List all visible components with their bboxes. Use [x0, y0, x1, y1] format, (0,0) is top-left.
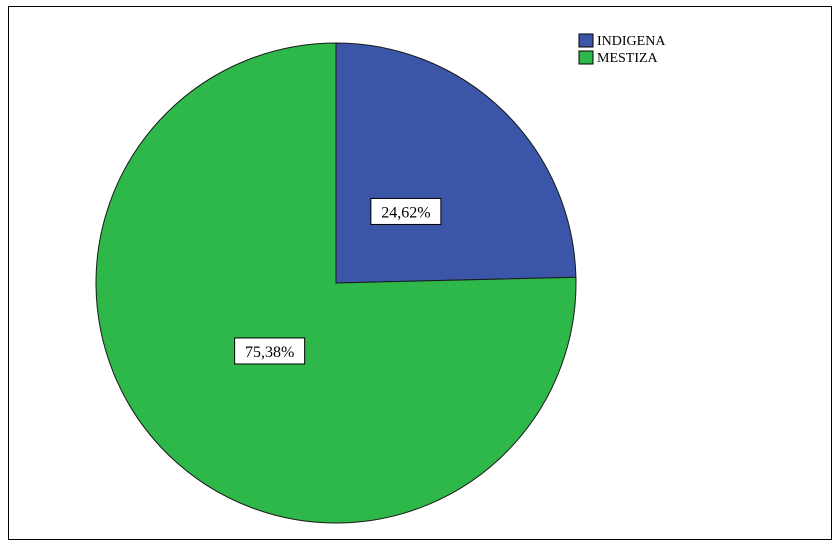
data-label-indigena: 24,62%: [370, 197, 442, 225]
data-label-mestiza: 75,38%: [234, 337, 306, 365]
pie-slice-mestiza: [95, 42, 577, 524]
data-label-text: 24,62%: [381, 204, 430, 221]
legend: INDIGENA MESTIZA: [578, 33, 666, 66]
data-labels: 24,62% 75,38%: [234, 197, 442, 365]
legend-swatch: [578, 33, 594, 48]
legend-item-indigena: INDIGENA: [578, 33, 666, 49]
data-label-box: [234, 337, 306, 365]
legend-label: INDIGENA: [597, 34, 666, 49]
pie-slices: [95, 42, 577, 524]
legend-item-mestiza: MESTIZA: [578, 50, 659, 66]
legend-label: MESTIZA: [597, 51, 659, 66]
legend-swatch: [578, 50, 594, 65]
pie-slice-indigena: [335, 42, 577, 284]
data-label-text: 75,38%: [245, 344, 294, 361]
data-label-box: [370, 197, 442, 225]
